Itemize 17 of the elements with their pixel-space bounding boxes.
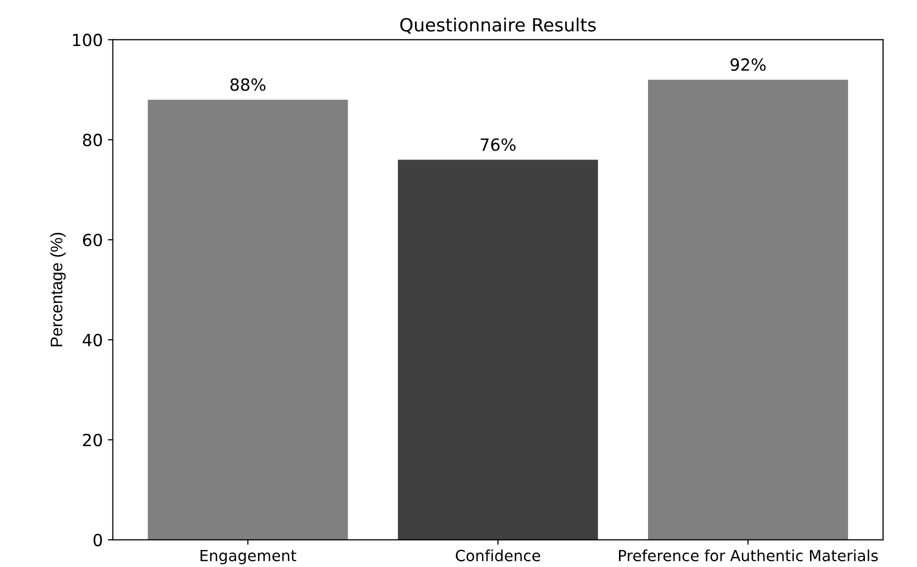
y-tick-label: 80 [82, 134, 102, 146]
data-label: 92% [730, 58, 766, 71]
y-tick-label: 20 [83, 434, 102, 446]
bar [398, 160, 598, 540]
y-tick-label: 0 [94, 534, 102, 546]
y-tick-label: 100 [73, 34, 102, 46]
y-tick-label: 60 [83, 234, 102, 246]
chart-title: Questionnaire Results [400, 18, 596, 34]
data-label: 88% [230, 78, 266, 91]
data-label: 76% [480, 138, 516, 151]
bar [648, 80, 848, 540]
y-tick-label: 40 [82, 334, 102, 346]
bar [148, 100, 348, 540]
x-tick-label: Preference for Authentic Materials [619, 550, 878, 562]
x-tick-label: Engagement [200, 550, 296, 564]
x-tick-label: Confidence [456, 550, 540, 562]
y-axis-title: Percentage (%) [50, 232, 66, 346]
